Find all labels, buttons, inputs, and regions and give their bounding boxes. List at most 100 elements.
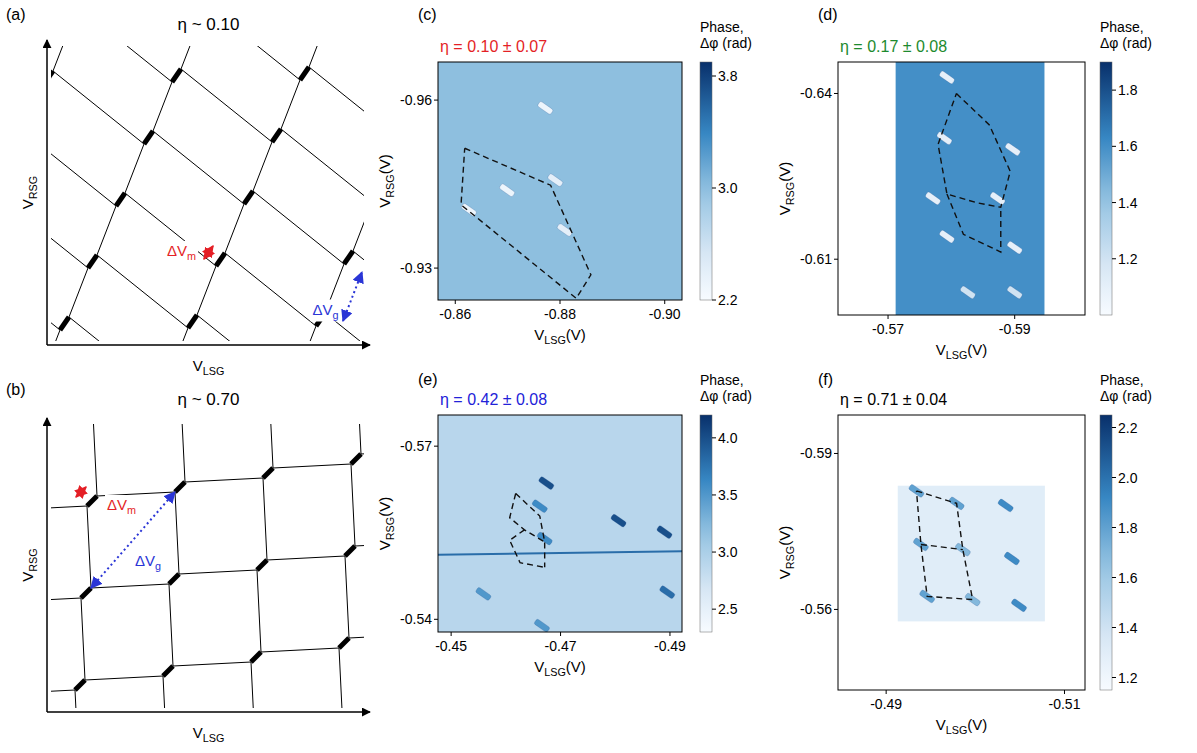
lattice-line bbox=[361, 450, 364, 454]
x-tick bbox=[669, 632, 670, 636]
colorbar-label: Δφ (rad) bbox=[700, 388, 752, 404]
label-patch bbox=[105, 495, 138, 517]
triple-point-segment bbox=[169, 574, 179, 584]
lattice-line bbox=[339, 648, 343, 708]
x-tick-label: -0.86 bbox=[439, 306, 471, 322]
phase-spot bbox=[1005, 142, 1022, 156]
lattice-line bbox=[181, 46, 200, 69]
y-tick bbox=[834, 453, 838, 454]
phase-spot bbox=[499, 183, 516, 197]
panel-title: η = 0.10 ± 0.07 bbox=[440, 38, 547, 55]
honeycomb-outline bbox=[510, 530, 545, 568]
label-sub: RSG bbox=[784, 182, 796, 205]
y-tick-label: -0.59 bbox=[800, 445, 832, 461]
plot-area bbox=[438, 415, 682, 632]
lattice-line bbox=[153, 82, 172, 131]
lattice-line bbox=[75, 690, 79, 708]
phase-spot bbox=[534, 619, 551, 632]
label-main: V bbox=[534, 658, 544, 675]
phase-spot bbox=[538, 476, 555, 490]
x-tick-label: -0.45 bbox=[435, 638, 467, 654]
panel-letter: (c) bbox=[418, 6, 437, 23]
phase-map-panel: (f)η = 0.71 ± 0.04-0.49-0.51-0.59-0.56VL… bbox=[776, 371, 1152, 736]
label-sub: RSG bbox=[27, 548, 39, 571]
schematic-panel: (b)η ~ 0.70VLSGVRSGΔVmΔVg bbox=[0, 54, 721, 753]
triple-point-segment bbox=[272, 129, 281, 142]
axis-title: VRSG(V) bbox=[776, 162, 796, 215]
honeycomb-outline bbox=[921, 544, 963, 549]
triple-point-segment bbox=[172, 69, 181, 82]
lattice-line bbox=[85, 676, 163, 680]
colorbar-tick bbox=[1112, 427, 1116, 428]
triple-point-segment bbox=[51, 71, 53, 84]
label-sub: LSG bbox=[203, 732, 225, 744]
colorbar-tick-label: 3.8 bbox=[718, 68, 738, 84]
colorbar-tick-label: 1.2 bbox=[1118, 670, 1138, 686]
colorbar-tick bbox=[1112, 527, 1116, 528]
lattice-line bbox=[169, 328, 188, 341]
plot-frame bbox=[438, 62, 682, 300]
label-main: V bbox=[936, 341, 946, 358]
x-tick bbox=[560, 300, 561, 304]
label-main: V bbox=[376, 198, 393, 208]
y-tick bbox=[434, 619, 438, 620]
axis-line bbox=[47, 711, 370, 713]
triple-point-segment bbox=[75, 680, 85, 690]
label-unit: (V) bbox=[566, 658, 586, 675]
triple-point-segment bbox=[344, 251, 353, 264]
label-unit: (V) bbox=[776, 162, 793, 182]
label-sub: RSG bbox=[384, 517, 396, 540]
lattice-line bbox=[163, 676, 167, 708]
y-tick bbox=[434, 446, 438, 447]
label-patch bbox=[165, 241, 198, 263]
colorbar-tick bbox=[712, 188, 716, 189]
colorbar-tick bbox=[1112, 577, 1116, 578]
colorbar-tick-label: 1.4 bbox=[1118, 620, 1138, 636]
honeycomb-outline bbox=[516, 493, 545, 567]
x-tick-label: -0.88 bbox=[544, 306, 576, 322]
lattice-line bbox=[97, 255, 188, 328]
panel-title: η ~ 0.70 bbox=[178, 390, 240, 409]
lattice-line bbox=[51, 133, 116, 206]
lattice-line bbox=[225, 253, 316, 326]
triple-point-segment bbox=[244, 191, 253, 204]
phase-spot bbox=[1011, 598, 1028, 612]
axis-title: VRSG(V) bbox=[776, 526, 796, 579]
scan-area bbox=[896, 62, 1045, 315]
label-unit: (V) bbox=[376, 497, 393, 517]
x-tick-label: -0.47 bbox=[545, 638, 577, 654]
label-unit: (V) bbox=[776, 526, 793, 546]
label-main: V bbox=[19, 199, 36, 209]
colorbar-tick bbox=[712, 300, 716, 301]
label-patch bbox=[133, 551, 163, 573]
label-main: ΔV bbox=[312, 301, 332, 318]
colorbar-tick bbox=[1112, 90, 1116, 91]
axis-title: VRSG(V) bbox=[376, 497, 396, 550]
lattice-line bbox=[185, 478, 263, 482]
lattice-line bbox=[53, 71, 144, 144]
colorbar-tick-label: 1.6 bbox=[1118, 138, 1138, 154]
lattice-line bbox=[253, 191, 344, 264]
triple-point-segment bbox=[345, 546, 355, 556]
label-sub: LSG bbox=[544, 666, 566, 678]
axis-line bbox=[46, 418, 48, 712]
label-unit: (V) bbox=[566, 326, 586, 343]
x-tick bbox=[1064, 690, 1065, 694]
triple-point-segment bbox=[339, 638, 349, 648]
lattice-line bbox=[125, 144, 144, 193]
panel-letter: (a) bbox=[6, 6, 26, 23]
panel-title: η = 0.17 ± 0.08 bbox=[840, 38, 947, 55]
colorbar-tick bbox=[1112, 477, 1116, 478]
label-main: V bbox=[936, 716, 946, 733]
label-sub: g bbox=[332, 309, 338, 321]
panel-letter: (b) bbox=[6, 381, 26, 398]
x-tick bbox=[451, 632, 452, 636]
annotation: ΔVm bbox=[107, 496, 136, 516]
colorbar-label: Δφ (rad) bbox=[1100, 388, 1152, 404]
phase-spot bbox=[461, 203, 478, 217]
phase-spot bbox=[997, 498, 1014, 512]
y-tick bbox=[834, 259, 838, 260]
triple-point-segment bbox=[351, 454, 361, 464]
lattice-line bbox=[153, 131, 244, 204]
triple-point-segment bbox=[88, 255, 97, 268]
